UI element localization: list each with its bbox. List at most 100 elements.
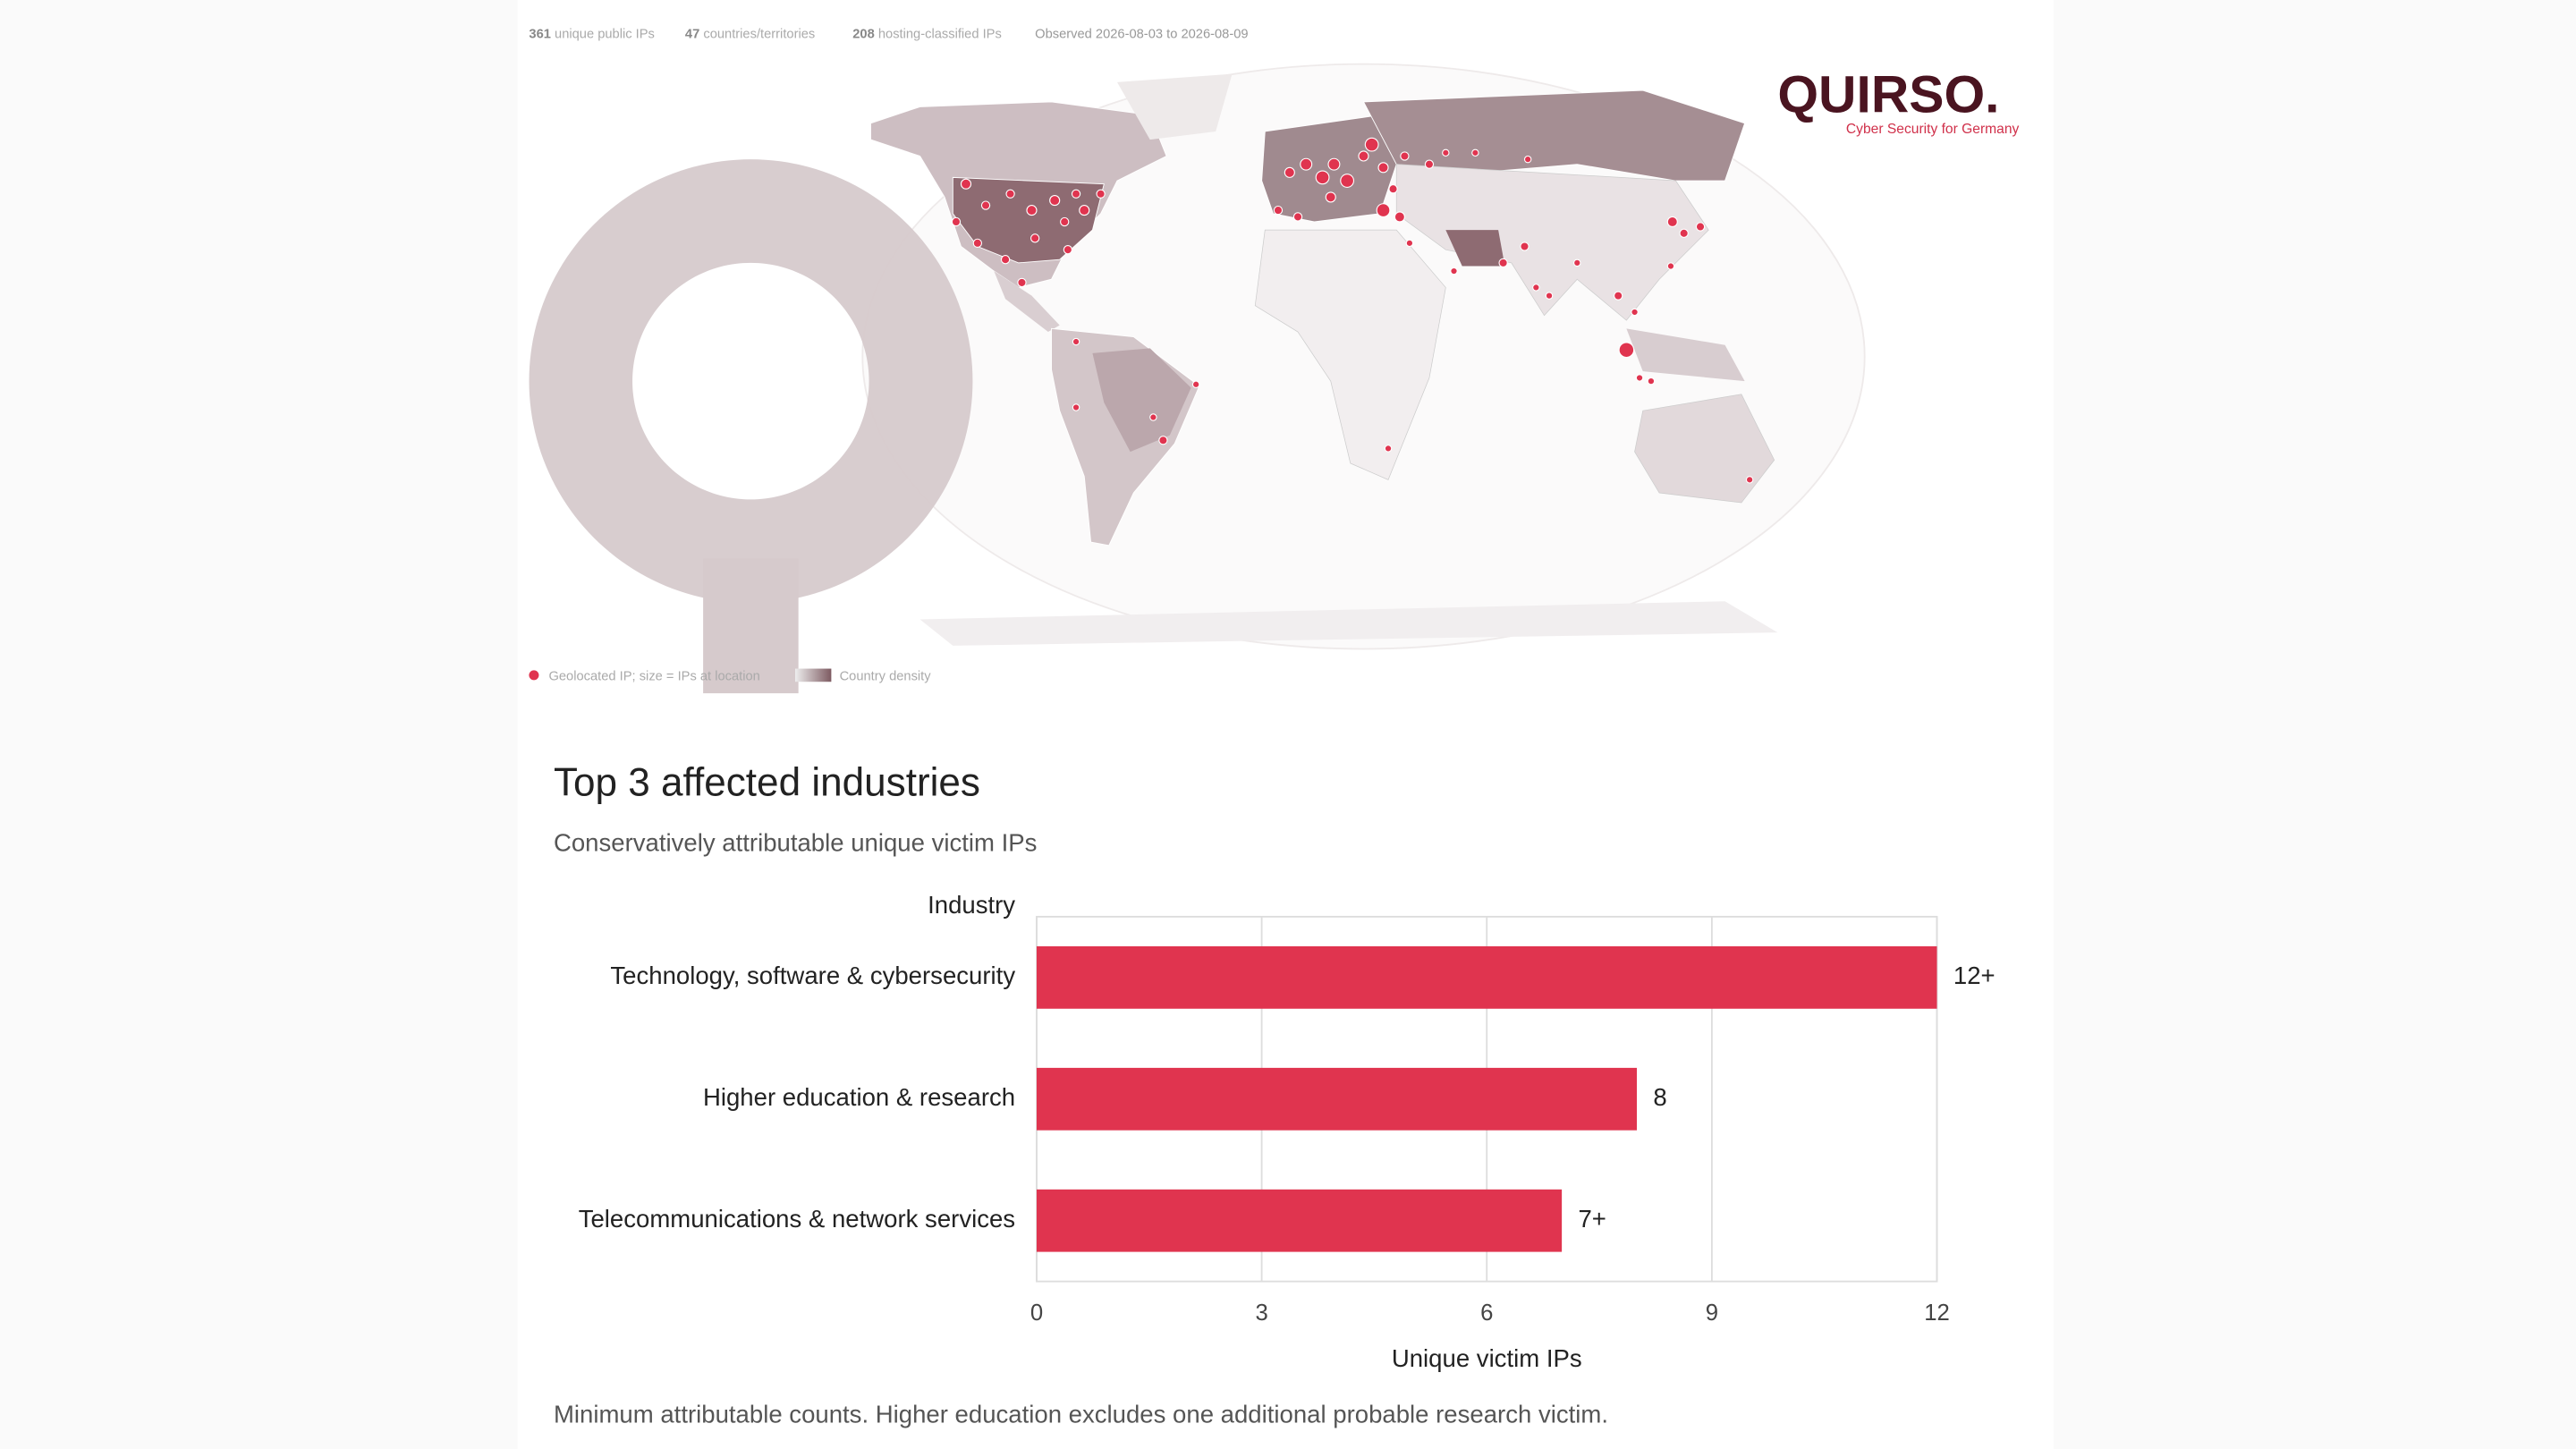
observed-range: Observed 2026-08-03 to 2026-08-09 [1035,27,1248,41]
y-axis-label: Industry [928,891,1015,919]
stat: 47 countries/territories [685,27,815,41]
country-shape [1626,328,1745,382]
ip-dot [1532,284,1540,292]
ip-dot [1364,137,1379,152]
ip-dot [1471,148,1479,157]
stat-count: 361 [529,27,551,41]
logo-name: QUIRSO. [1777,66,1999,124]
ip-dot [951,216,962,227]
country-shape [1116,73,1233,140]
logo-watermark-stem [703,558,799,694]
ip-dot [1618,342,1635,359]
ip-dot [1523,155,1532,164]
x-tick-label: 6 [1480,1301,1493,1326]
bar [1036,945,1937,1009]
y-tick-label: Technology, software & cybersecurity [610,962,1015,989]
country-shape [1634,394,1775,504]
ip-dot [1631,308,1639,317]
value-label: 12+ [1953,962,1996,989]
legend-dot [529,670,539,681]
logo-tagline: Cyber Security for Germany [1846,122,2020,137]
value-label: 7+ [1578,1205,1606,1233]
stat: 361 unique public IPs [529,27,654,41]
x-tick-label: 3 [1255,1301,1267,1326]
legend-gradient [794,668,832,682]
ip-dot [1384,445,1393,453]
chart-subtitle: Conservatively attributable unique victi… [554,828,1037,856]
ip-dot [1072,337,1080,346]
country-shape [1261,114,1397,223]
ip-dot [1376,203,1391,217]
ip-dot [1520,242,1530,251]
ip-dot [1149,413,1157,421]
ip-dot [1060,216,1070,227]
ip-dot [1573,258,1581,267]
ip-dot [1388,184,1398,194]
ip-dot [1292,212,1303,222]
country-shape [1395,164,1709,321]
ip-dot [1695,222,1706,232]
bar [1036,1189,1563,1252]
ip-dot [1079,205,1090,216]
x-tick-label: 9 [1706,1301,1718,1326]
chart-note: Minimum attributable counts. Higher educ… [554,1401,1608,1428]
ip-dot [972,238,982,248]
ip-dot [1315,170,1330,185]
ip-dot [1071,189,1081,199]
ip-dot [1400,151,1410,161]
stat-label: unique public IPs [555,27,655,41]
plot: 0 3 6 9 12 Technology, software & cybersecuri… [579,915,1996,1326]
ip-dot [1377,162,1389,174]
legend-label: Geolocated IP; size = IPs at location [548,670,759,684]
x-axis-label: Unique victim IPs [1392,1344,1582,1372]
ip-dot [1300,157,1313,171]
ip-dot [1545,292,1554,300]
ip-dot [1026,205,1038,216]
ip-dot [1049,195,1061,207]
bar [1036,1067,1638,1131]
map [529,63,1866,694]
ip-dot [960,178,972,190]
ip-dot [1442,148,1450,157]
value-label: 8 [1653,1083,1666,1111]
ip-dot [1614,291,1623,301]
stats-bar: 361 unique public IPs 47 countries/territ… [529,27,1001,41]
y-tick-label: Higher education & research [703,1083,1015,1111]
country-shape [1445,230,1505,267]
ip-dot [1635,374,1644,382]
ip-dot [1284,166,1295,178]
stat: 208 hosting-classified IPs [852,27,1002,41]
country-shape [994,271,1060,333]
ip-dot [1340,174,1355,188]
x-tick-label: 12 [1924,1301,1950,1326]
ip-dot [1745,476,1754,484]
ip-dot [1325,191,1336,203]
ip-dot [1063,245,1073,255]
ip-dot [1679,228,1689,238]
ip-dot [1666,216,1678,228]
y-tick-label: Telecommunications & network services [579,1205,1015,1233]
ip-dot [980,200,991,210]
country-shape [1254,229,1446,480]
stat-label: countries/territories [703,27,815,41]
ip-dot [1072,403,1080,411]
ip-dot [1158,436,1168,445]
ip-dot [1273,205,1284,216]
chart-title: Top 3 affected industries [554,761,980,805]
ip-dot [1030,233,1040,243]
ip-dot [1017,277,1027,288]
stat-count: 47 [685,27,699,41]
x-tick-label: 0 [1030,1301,1043,1326]
country-shape [1092,348,1191,453]
ip-dot [1424,159,1435,169]
ip-dot [1647,377,1656,386]
country-shape [919,601,1778,646]
ip-dot [1096,189,1106,199]
stat-label: hosting-classified IPs [878,27,1002,41]
ip-dot [1498,258,1508,268]
ip-dot [1666,262,1675,270]
legend-label: Country density [840,670,932,684]
ip-dot [1450,267,1458,275]
